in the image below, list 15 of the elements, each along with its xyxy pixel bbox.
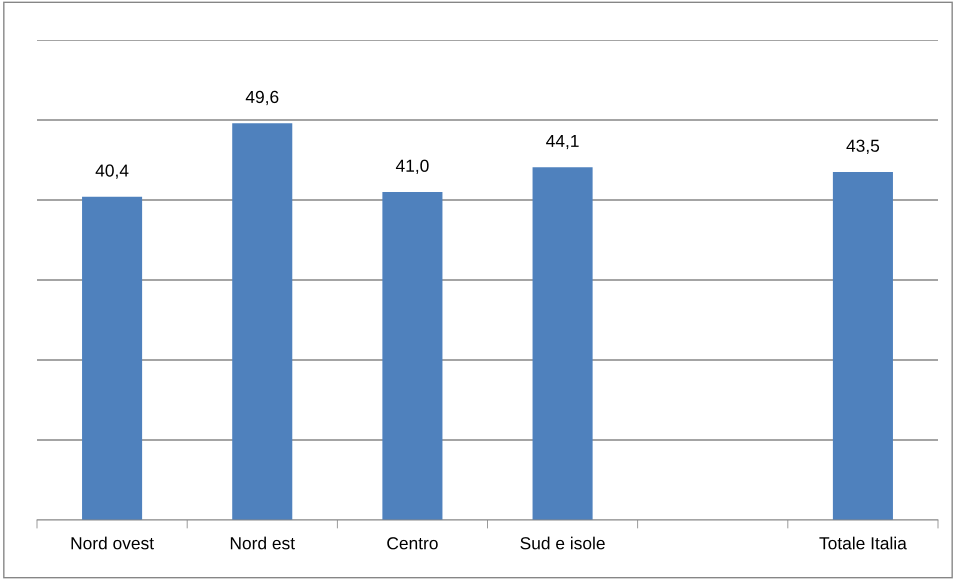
data-label: 44,1 bbox=[546, 134, 579, 150]
bar bbox=[532, 167, 593, 520]
data-label: 40,4 bbox=[96, 164, 128, 179]
x-tick-label: Nord est bbox=[230, 536, 295, 550]
x-tick-label: Totale Italia bbox=[819, 536, 907, 550]
data-label: 49,6 bbox=[246, 90, 278, 106]
bar bbox=[82, 196, 142, 520]
bar bbox=[382, 192, 442, 520]
x-tick-label: Sud e isole bbox=[520, 536, 605, 550]
x-tick-label: Centro bbox=[387, 537, 438, 550]
bar bbox=[832, 172, 893, 520]
x-tick-label: Nord ovest bbox=[72, 536, 154, 550]
data-label: 43,5 bbox=[846, 140, 880, 154]
bar bbox=[232, 123, 292, 520]
data-label: 41,0 bbox=[396, 160, 429, 174]
